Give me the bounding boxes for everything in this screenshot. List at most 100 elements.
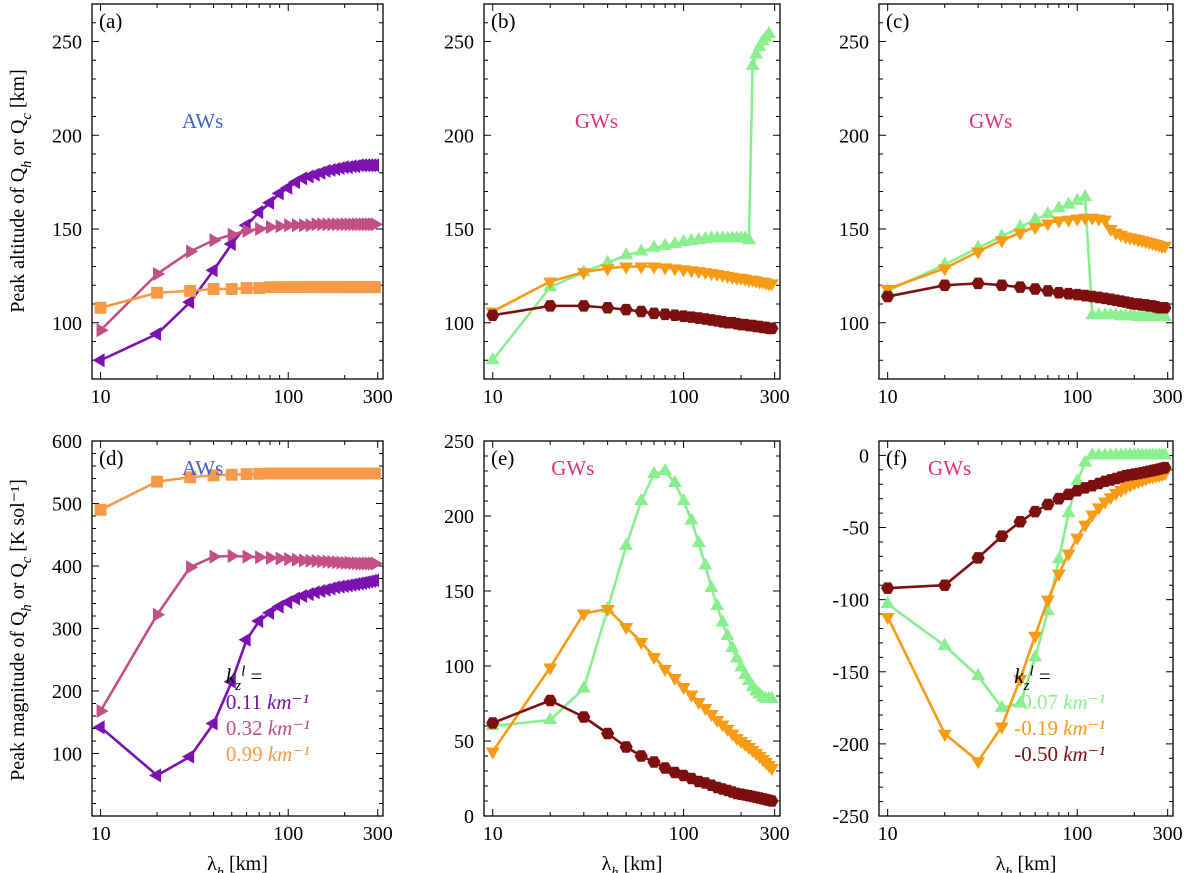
data-point	[261, 605, 275, 620]
data-point	[370, 217, 383, 232]
y-tick-label: 0	[464, 806, 474, 828]
data-point	[1013, 695, 1028, 708]
data-point	[1040, 595, 1055, 608]
series-line-e-0	[492, 469, 772, 728]
y-tick-label: -150	[832, 662, 869, 684]
data-point	[619, 303, 633, 316]
data-point	[971, 552, 985, 564]
data-point	[971, 757, 986, 770]
axes-frame-c	[878, 3, 1174, 380]
data-point	[725, 639, 740, 653]
data-point	[1078, 520, 1093, 533]
y-tick-label: 50	[454, 731, 474, 753]
series-line-c-1	[887, 216, 1165, 291]
data-point	[1158, 301, 1172, 314]
data-point	[619, 622, 634, 636]
y-tick-label: 0	[859, 445, 869, 467]
data-point	[299, 218, 312, 233]
data-point	[1078, 454, 1093, 467]
y-tick-label: 500	[52, 494, 82, 516]
data-point	[225, 283, 238, 295]
data-point	[1070, 533, 1085, 546]
data-point	[273, 467, 286, 480]
panel-title-c: GWs	[969, 109, 1012, 133]
data-point	[1013, 228, 1028, 241]
data-point	[318, 163, 331, 178]
data-point	[1051, 569, 1066, 582]
y-tick-label: -200	[832, 734, 869, 756]
data-point	[938, 579, 952, 591]
data-point	[1040, 205, 1055, 219]
data-point	[303, 467, 316, 480]
data-point	[1070, 473, 1085, 486]
data-point	[266, 550, 279, 565]
x-tick-label: 10	[878, 823, 898, 845]
x-tick-label: 300	[363, 823, 393, 845]
series-line-a-0	[100, 163, 375, 362]
data-point	[1061, 505, 1076, 518]
data-point	[238, 632, 251, 647]
data-point	[658, 263, 673, 276]
data-point	[647, 652, 661, 666]
data-point	[485, 747, 500, 760]
data-point	[1028, 631, 1043, 644]
x-tick-label: 10	[91, 386, 111, 408]
data-point	[207, 469, 220, 482]
data-point	[576, 680, 591, 693]
axes-frame-f	[878, 440, 1174, 817]
data-point	[1051, 200, 1066, 213]
data-point	[634, 492, 649, 506]
x-tick-label: 10	[483, 386, 503, 408]
x-tick-label: 300	[1153, 386, 1183, 408]
data-point	[284, 552, 297, 567]
data-point	[684, 690, 699, 703]
y-tick-label: 200	[839, 125, 869, 147]
data-point	[94, 301, 107, 314]
y-tick-label: 400	[52, 556, 82, 578]
series-markers-f-0	[880, 447, 1172, 712]
x-axis-label-e: λh [km]	[602, 853, 663, 873]
series-markers-a-1	[96, 217, 383, 338]
y-tick-label: 150	[839, 219, 869, 241]
data-point	[275, 551, 288, 566]
data-point	[323, 162, 336, 177]
y-tick-label: 200	[52, 125, 82, 147]
data-point	[149, 768, 162, 783]
data-point	[92, 720, 105, 735]
data-point	[209, 233, 222, 248]
data-point	[676, 492, 691, 506]
data-point	[1078, 189, 1093, 202]
data-point	[1028, 283, 1042, 295]
data-point	[242, 549, 255, 564]
panel-title-f: GWs	[928, 456, 971, 480]
data-point	[366, 158, 379, 173]
data-point	[658, 308, 672, 321]
data-point	[543, 277, 558, 290]
data-point	[971, 277, 985, 290]
series-markers-e-2	[486, 694, 779, 807]
data-point	[149, 327, 162, 341]
series-group-e	[485, 462, 779, 807]
data-point	[205, 263, 218, 278]
data-point	[667, 673, 682, 687]
data-point	[186, 560, 199, 575]
data-point	[299, 553, 312, 568]
y-tick-label: 600	[52, 431, 82, 453]
data-point	[297, 281, 310, 294]
data-point	[995, 279, 1009, 292]
x-tick-label: 100	[1062, 386, 1092, 408]
data-point	[765, 322, 779, 335]
data-point	[600, 254, 615, 267]
data-point	[151, 475, 164, 488]
data-point	[600, 264, 615, 277]
data-point	[1051, 551, 1066, 564]
series-markers-a-0	[92, 158, 379, 368]
y-tick-label: 250	[52, 32, 82, 54]
data-point	[182, 749, 195, 764]
data-point	[182, 295, 195, 310]
data-point	[1091, 503, 1106, 516]
series-markers-c-2	[881, 277, 1172, 314]
data-point	[253, 467, 266, 480]
data-point	[1158, 461, 1172, 474]
